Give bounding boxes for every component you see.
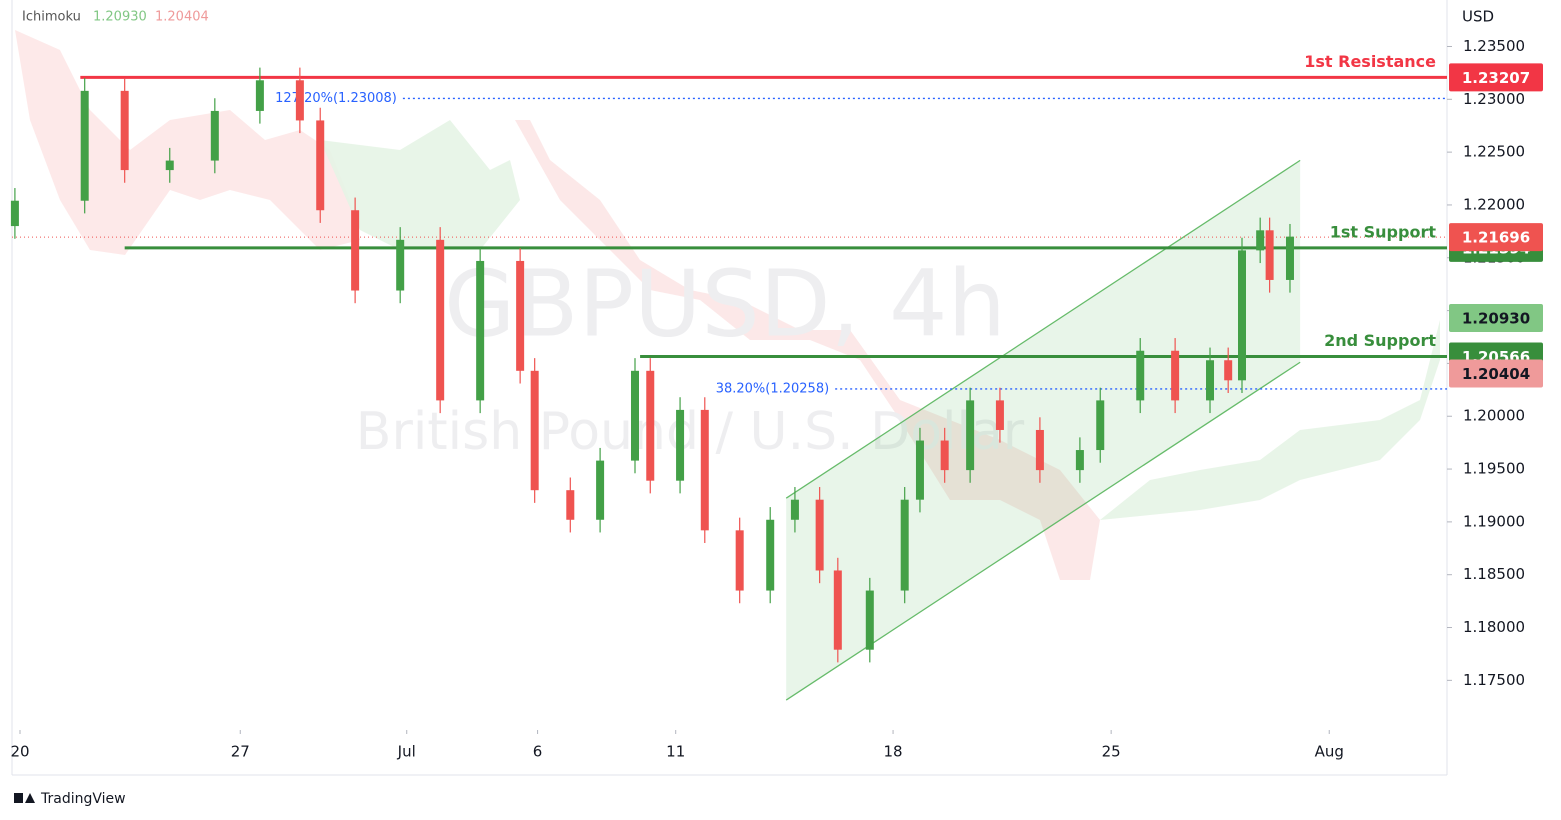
candle-body — [1285, 236, 1294, 280]
indicator-name: Ichimoku — [22, 10, 81, 25]
candle-body — [815, 499, 824, 571]
level-name: 2nd Support — [1324, 331, 1436, 350]
x-tick-label: 18 — [884, 743, 903, 761]
candle-body — [1206, 360, 1215, 401]
y-tick-label: 1.22500 — [1463, 143, 1525, 161]
price-tag-label: 1.21696 — [1462, 229, 1530, 247]
brand: TradingView — [40, 791, 126, 807]
candle-body — [676, 409, 685, 481]
candle-body — [1171, 350, 1180, 401]
candle-body — [940, 440, 949, 471]
y-tick-label: 1.23000 — [1463, 90, 1525, 108]
candle-body — [436, 239, 445, 401]
price-tag-label: 1.20404 — [1462, 365, 1530, 383]
price-tag — [1449, 359, 1543, 388]
currency: USD — [1462, 8, 1494, 26]
candle-body — [255, 80, 264, 111]
candle-body — [766, 519, 775, 591]
channel-line — [785, 159, 1301, 499]
candle-body — [210, 110, 219, 161]
candle-body — [915, 440, 924, 500]
candle-body — [646, 370, 655, 481]
level-name: 1st Support — [1330, 222, 1437, 241]
candle-body — [1265, 230, 1274, 280]
candle-body — [165, 160, 174, 171]
candle-body — [700, 409, 709, 531]
x-tick-label: 6 — [533, 743, 543, 761]
y-tick-label: 1.17500 — [1463, 671, 1525, 689]
candle-body — [80, 90, 89, 201]
candle-body — [10, 200, 19, 227]
price-tag — [1449, 223, 1543, 252]
x-tick-label: 20 — [10, 743, 29, 761]
candle-body — [1096, 400, 1105, 451]
candle-body — [995, 400, 1004, 430]
watermark-title: GBPUSD, 4h — [444, 250, 1006, 357]
price-tag — [1449, 303, 1543, 332]
y-tick-label: 1.19500 — [1463, 460, 1525, 478]
candle-body — [790, 499, 799, 520]
fib-label: 38.20%(1.20258) — [716, 381, 829, 396]
candle-body — [966, 400, 975, 471]
x-tick-label: 27 — [231, 743, 250, 761]
candle-body — [630, 370, 639, 461]
price-tag-label: 1.23207 — [1462, 69, 1530, 87]
candle-body — [833, 570, 842, 650]
fib-label: 127.20%(1.23008) — [275, 91, 397, 106]
price-tag — [1449, 63, 1543, 92]
x-tick-label: 25 — [1102, 743, 1121, 761]
candle-body — [295, 80, 304, 121]
candle-body — [1035, 429, 1044, 471]
candle-body — [1075, 450, 1084, 471]
level-name: 1st Resistance — [1304, 52, 1436, 71]
candle-body — [1256, 230, 1265, 251]
x-tick-label: Aug — [1315, 743, 1344, 761]
candle-body — [530, 370, 539, 491]
candle-body — [1224, 360, 1233, 381]
indicator-value: 1.20404 — [155, 10, 209, 25]
x-tick-label: Jul — [397, 743, 416, 761]
candle-body — [735, 530, 744, 591]
candle-body — [120, 90, 129, 171]
x-tick-label: 11 — [666, 743, 685, 761]
y-tick-label: 1.22000 — [1463, 195, 1525, 213]
tradingview-logo: TradingView — [14, 791, 126, 807]
candle-body — [316, 120, 325, 211]
y-tick-label: 1.18500 — [1463, 565, 1525, 583]
y-tick-label: 1.18000 — [1463, 618, 1525, 636]
y-tick-label: 1.19000 — [1463, 512, 1525, 530]
candle-body — [351, 210, 360, 291]
candle-body — [396, 239, 405, 291]
indicator-value: 1.20930 — [93, 10, 147, 25]
candle-body — [1136, 350, 1145, 401]
candle-body — [566, 490, 575, 520]
y-tick-label: 1.20000 — [1463, 407, 1525, 425]
candle-body — [516, 260, 525, 371]
candle-body — [1238, 250, 1246, 381]
candle-body — [865, 590, 874, 650]
y-tick-label: 1.23500 — [1463, 37, 1525, 55]
price-tag-label: 1.20930 — [1462, 309, 1530, 327]
candle-body — [476, 260, 485, 401]
ichimoku-cloud — [15, 30, 1440, 580]
candle-body — [596, 460, 605, 520]
candle-body — [900, 499, 909, 591]
watermark-subtitle: British Pound / U.S. Dollar — [356, 402, 1025, 462]
